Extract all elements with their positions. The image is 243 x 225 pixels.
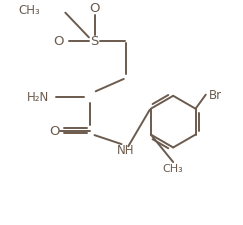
Text: O: O bbox=[53, 35, 64, 48]
Text: CH₃: CH₃ bbox=[163, 163, 183, 173]
Text: O: O bbox=[89, 2, 100, 14]
Text: NH: NH bbox=[117, 144, 135, 157]
Text: O: O bbox=[49, 125, 59, 137]
Text: Br: Br bbox=[209, 89, 222, 102]
Text: CH₃: CH₃ bbox=[19, 4, 41, 17]
Text: H₂N: H₂N bbox=[27, 91, 50, 104]
Text: S: S bbox=[90, 35, 99, 48]
